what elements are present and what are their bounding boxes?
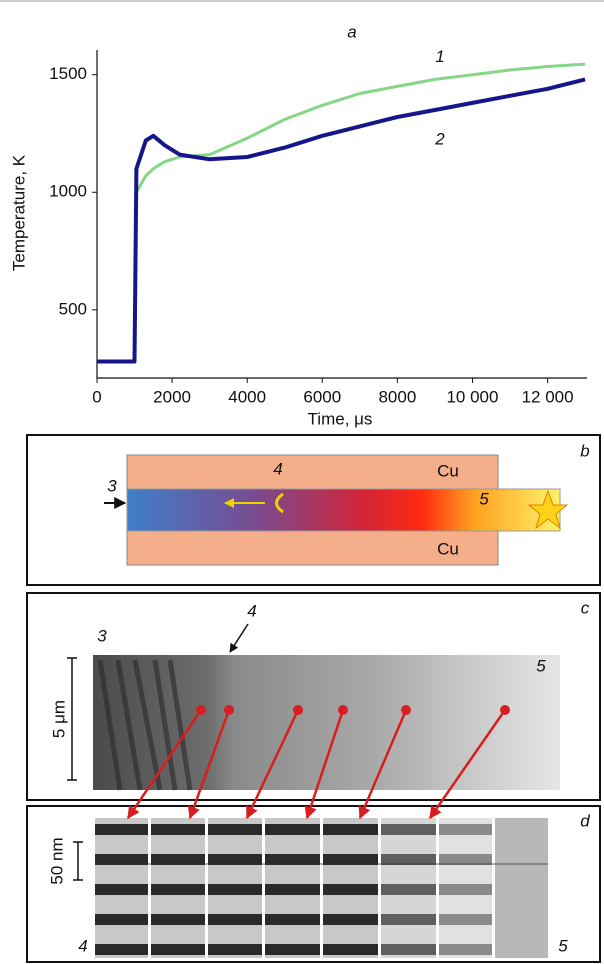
y-tick-label: 1000 [49, 182, 87, 201]
y-tick-label: 1500 [49, 64, 87, 83]
x-tick-label: 2000 [153, 387, 191, 406]
marker: 4 [247, 601, 256, 620]
marker: 3 [97, 626, 107, 645]
chart-title: a [347, 22, 356, 41]
series-label: 1 [435, 47, 444, 66]
panel-d: 50 nm d 4 5 [26, 805, 601, 963]
material-label: Cu [437, 461, 459, 480]
tem-strip [151, 818, 205, 958]
marker: 4 [273, 459, 282, 478]
tem-strip [439, 818, 492, 958]
tem-strip [323, 818, 378, 958]
channel [126, 488, 561, 532]
x-tick-label: 0 [92, 387, 101, 406]
x-tick-label: 8000 [378, 387, 416, 406]
x-tick-label: 10 000 [446, 387, 498, 406]
arrow [304, 709, 345, 820]
marker: 3 [107, 476, 117, 495]
panel-label: b [580, 441, 589, 460]
material-label: Cu [437, 539, 459, 558]
connectors [126, 705, 510, 820]
y-tick-label: 500 [59, 299, 87, 318]
x-tick-label: 4000 [228, 387, 266, 406]
x-axis-label: Time, μs [308, 409, 373, 428]
tem-strip [495, 818, 548, 958]
arrow [187, 709, 231, 820]
star [527, 489, 569, 530]
x-tick-label: 12 000 [522, 387, 574, 406]
scale-label: 5 μm [49, 700, 68, 738]
tem-strip [265, 818, 320, 958]
tem-strip [381, 818, 436, 958]
panel-label: d [580, 811, 590, 830]
marker: 5 [558, 936, 568, 955]
x-tick-label: 6000 [303, 387, 341, 406]
line-series [97, 62, 586, 363]
tem-strip [95, 818, 148, 958]
panel-label: c [581, 598, 590, 617]
panel-b: b Cu Cu 3 4 5 [26, 434, 601, 586]
line-series [97, 77, 586, 364]
scale-label: 50 nm [47, 837, 66, 884]
panel-c: 5 μm c 3 4 5 [26, 592, 601, 801]
arrow [358, 709, 408, 820]
arrow [126, 709, 203, 820]
arrow [229, 623, 249, 653]
marker: 4 [78, 936, 87, 955]
y-axis-label: Temperature, K [9, 154, 28, 271]
arrow [245, 709, 300, 820]
front [275, 492, 284, 514]
chart: a Time, μs Temperature, K 500 1000 1500 0 20… [9, 22, 587, 428]
series-label: 2 [434, 129, 445, 148]
marker: 5 [536, 656, 546, 675]
tem-strip [208, 818, 262, 958]
texture [97, 659, 193, 791]
arrow [428, 709, 507, 820]
panel-frame [26, 434, 601, 586]
marker: 5 [479, 489, 489, 508]
